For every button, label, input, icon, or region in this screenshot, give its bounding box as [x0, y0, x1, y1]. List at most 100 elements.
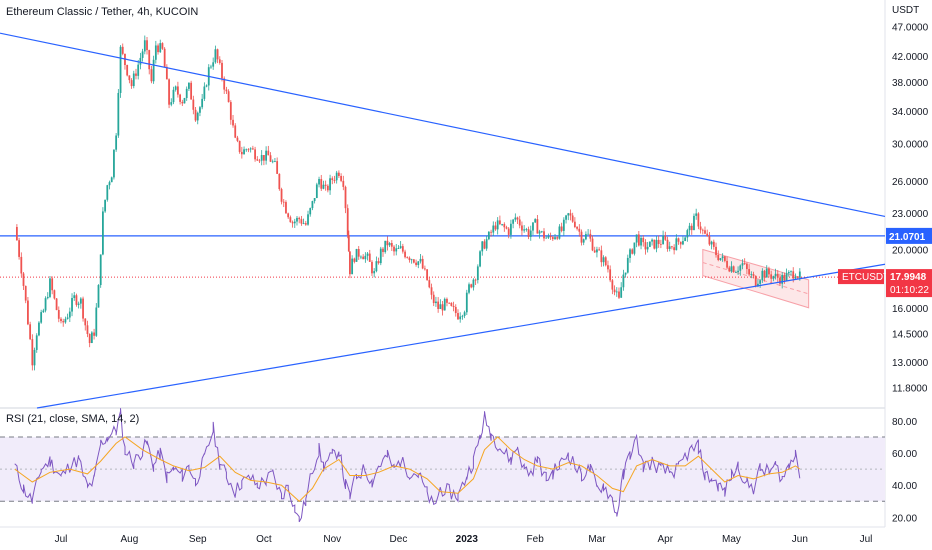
candle-body: [719, 258, 722, 261]
candle-body: [384, 240, 387, 253]
time-tick-label: Apr: [658, 534, 674, 545]
candle-body: [93, 332, 95, 336]
candle-body: [737, 270, 739, 273]
candle-body: [104, 199, 107, 212]
candle-body: [132, 73, 135, 87]
price-axis[interactable]: USDT 47.0000 42.0000 38.0000 34.0000 30.0000 2…: [892, 5, 929, 394]
candle-body: [551, 237, 554, 240]
candle-body: [152, 59, 155, 82]
candle-body: [712, 241, 715, 247]
candle-body: [615, 291, 618, 293]
symbol-tag: [838, 269, 884, 285]
candle-body: [774, 273, 777, 277]
rsi-axis[interactable]: 80.00 60.00 40.00 20.00: [892, 417, 917, 524]
candle-body: [547, 236, 550, 238]
candle-body: [326, 185, 329, 191]
candle-body: [269, 155, 272, 162]
candle-body: [247, 149, 250, 151]
candle-body: [349, 251, 351, 275]
candle-body: [580, 231, 583, 243]
candle-body: [382, 248, 384, 253]
candle-body: [772, 276, 775, 279]
candle-body: [428, 280, 431, 288]
candle-body: [368, 253, 371, 262]
candle-body: [57, 309, 60, 319]
candle-body: [364, 255, 367, 260]
descending-resistance-line[interactable]: [0, 32, 886, 218]
candle-body: [492, 225, 495, 233]
candle-body: [798, 271, 801, 278]
candle-body: [549, 236, 552, 238]
candle-body: [536, 219, 539, 234]
candle-body: [682, 241, 684, 245]
candle-body: [75, 295, 78, 305]
candle-body: [463, 312, 466, 316]
candle-body: [139, 57, 142, 65]
candle-body: [664, 235, 667, 240]
candle-body: [558, 226, 561, 239]
candle-body: [371, 261, 373, 274]
ascending-support-line[interactable]: [36, 263, 886, 409]
candle-body: [651, 239, 653, 242]
candle-body: [223, 78, 226, 90]
candle-body: [796, 276, 799, 278]
candle-body: [148, 50, 151, 70]
rsi-line: [14, 408, 801, 523]
candle-body: [578, 228, 581, 232]
candle-body: [657, 239, 660, 244]
candle-body: [29, 324, 32, 340]
candle-body: [298, 217, 301, 220]
candle-body: [243, 149, 245, 155]
candle-body: [119, 46, 122, 93]
candle-body: [465, 292, 468, 313]
candle-body: [51, 278, 54, 291]
candle-body: [322, 184, 325, 189]
candle-body: [163, 48, 166, 67]
horizontal-level-line[interactable]: [0, 235, 885, 278]
candle-body: [66, 317, 69, 319]
candle-body: [404, 251, 406, 258]
candle-body: [102, 211, 104, 255]
candle-body: [765, 268, 768, 278]
rsi-band-fill: [0, 436, 885, 502]
candle-body: [256, 159, 259, 161]
price-tick-label: 11.8000: [892, 383, 928, 394]
candle-body: [490, 231, 492, 233]
candle-body: [170, 102, 173, 105]
candle-body: [395, 248, 398, 252]
candle-body: [258, 160, 261, 162]
time-tick-label: 2023: [456, 534, 479, 545]
candle-body: [790, 271, 792, 273]
candle-body: [461, 315, 464, 317]
candle-body: [344, 186, 347, 209]
candle-body: [479, 251, 481, 267]
candle-body: [635, 234, 638, 243]
candle-body: [234, 125, 237, 138]
time-tick-label: Mar: [588, 534, 606, 545]
candle-body: [95, 307, 98, 336]
candle-body: [642, 237, 645, 243]
candle-body: [35, 335, 38, 350]
candle-body: [174, 86, 177, 90]
time-tick-label: Nov: [323, 534, 341, 545]
candle-body: [437, 301, 440, 309]
candle-body: [399, 246, 402, 249]
trendlines[interactable]: [0, 32, 886, 409]
candle-body: [190, 82, 193, 100]
candle-body: [659, 243, 662, 245]
candle-body: [88, 333, 91, 344]
candle-body: [99, 254, 102, 286]
candle-body: [668, 246, 671, 249]
candle-body: [695, 213, 698, 216]
candle-body: [329, 178, 331, 191]
candle-body: [468, 284, 470, 293]
channel-midline: [702, 262, 809, 295]
candle-body: [653, 239, 656, 249]
candle-body: [68, 311, 71, 318]
countdown-text: 01:10:22: [890, 285, 929, 296]
candle-body: [485, 239, 488, 249]
candle-body: [770, 274, 773, 279]
time-axis[interactable]: Jul Aug Sep Oct Nov Dec 2023 Feb Mar Apr May Jun Jul: [55, 534, 873, 545]
candle-body: [626, 257, 629, 273]
